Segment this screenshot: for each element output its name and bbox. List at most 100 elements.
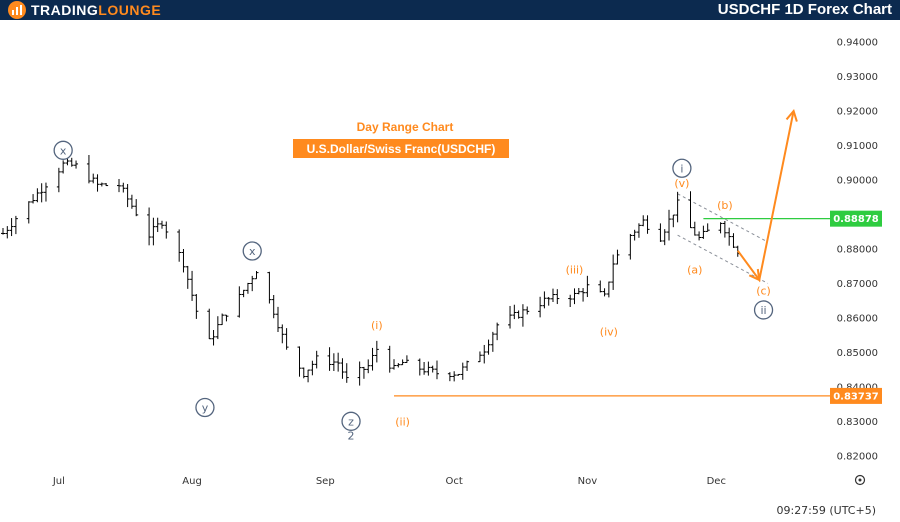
candle — [572, 288, 577, 305]
projection-up-arrowhead — [785, 108, 798, 122]
chart-title: USDCHF 1D Forex Chart — [717, 1, 892, 18]
candle — [705, 223, 710, 232]
candle — [190, 270, 195, 301]
wave-label: (iv) — [600, 326, 618, 339]
candle — [486, 339, 491, 355]
candle — [636, 223, 641, 238]
candle — [701, 225, 706, 239]
logo-text-trading: TRADING — [31, 2, 99, 18]
x-tick-label: Dec — [707, 476, 726, 487]
pair-banner-text: U.S.Dollar/Swiss Franc(USDCHF) — [307, 142, 496, 156]
candle — [13, 215, 18, 235]
candle — [611, 254, 616, 290]
candle — [692, 221, 697, 236]
candle — [447, 372, 452, 382]
candle — [26, 201, 31, 224]
candle — [207, 308, 212, 340]
candle — [671, 214, 676, 228]
candle — [99, 182, 104, 187]
pair-banner — [293, 139, 509, 158]
candle — [641, 215, 646, 227]
candle — [104, 183, 109, 187]
candle — [39, 183, 44, 203]
candle — [628, 233, 633, 260]
candle — [422, 361, 427, 375]
tradinglounge-logo: TRADINGLOUNGE — [8, 1, 161, 19]
key-level-price-label: 0.83737 — [833, 391, 879, 402]
x-tick-label: Jul — [52, 476, 65, 487]
candle — [602, 288, 607, 297]
candle — [482, 344, 487, 364]
candle — [151, 217, 156, 246]
settings-icon[interactable] — [854, 474, 866, 486]
y-tick-label: 0.85000 — [837, 348, 878, 359]
candle — [538, 296, 543, 318]
candle — [426, 361, 431, 376]
candle — [400, 359, 405, 366]
wave-label: (i) — [371, 319, 383, 332]
candle — [86, 154, 91, 184]
chart-subtitle: Day Range Chart — [357, 120, 454, 134]
candle — [598, 280, 603, 293]
candle — [357, 361, 362, 386]
candle — [237, 286, 242, 318]
wave-label: (c) — [756, 284, 771, 297]
wave-label-circle — [753, 300, 774, 320]
candle — [495, 322, 500, 341]
candle — [220, 313, 225, 326]
candle — [159, 220, 164, 229]
candle — [310, 360, 315, 376]
candle — [155, 217, 160, 233]
candle — [430, 365, 435, 373]
candle — [361, 366, 366, 379]
candle — [271, 295, 276, 319]
candle — [516, 310, 521, 319]
y-tick-label: 0.82000 — [837, 451, 878, 462]
wave-label: (v) — [674, 177, 689, 190]
candle — [74, 160, 79, 169]
candle — [56, 167, 61, 193]
candle — [722, 220, 727, 238]
y-tick-label: 0.93000 — [837, 72, 878, 83]
key-level-price-box — [830, 210, 882, 227]
candle — [280, 324, 285, 344]
candle — [667, 209, 672, 241]
candle — [314, 350, 319, 369]
candle — [129, 194, 134, 209]
candle — [452, 371, 457, 382]
candle — [134, 199, 139, 217]
candle — [662, 229, 667, 246]
candle — [69, 157, 74, 167]
candle — [336, 352, 341, 372]
wave-label: 2 — [348, 429, 355, 442]
candle — [245, 282, 250, 294]
candle — [508, 305, 513, 329]
candle — [697, 231, 702, 241]
candle — [392, 359, 397, 370]
channel-line — [677, 193, 769, 243]
wave-label: (ii) — [395, 415, 410, 428]
logo-text: TRADINGLOUNGE — [31, 2, 161, 18]
candle — [460, 362, 465, 380]
candle — [434, 360, 439, 380]
key-level-price-label: 0.88878 — [833, 214, 879, 225]
candle — [417, 358, 422, 376]
x-tick-label: Oct — [446, 476, 463, 487]
candle — [477, 351, 482, 363]
candle — [525, 306, 530, 315]
wave-label-circle — [672, 158, 692, 178]
x-tick-label: Nov — [578, 476, 598, 487]
candle — [35, 188, 40, 203]
candle — [542, 291, 547, 309]
candle — [718, 222, 723, 234]
candle — [366, 359, 371, 374]
candle — [185, 265, 190, 289]
candle — [211, 330, 216, 346]
y-tick-label: 0.90000 — [837, 175, 878, 186]
x-tick-label: Aug — [182, 476, 202, 487]
candle — [615, 249, 620, 265]
candle — [731, 233, 736, 248]
wave-label: ii — [760, 304, 766, 317]
y-tick-label: 0.84000 — [837, 382, 878, 393]
